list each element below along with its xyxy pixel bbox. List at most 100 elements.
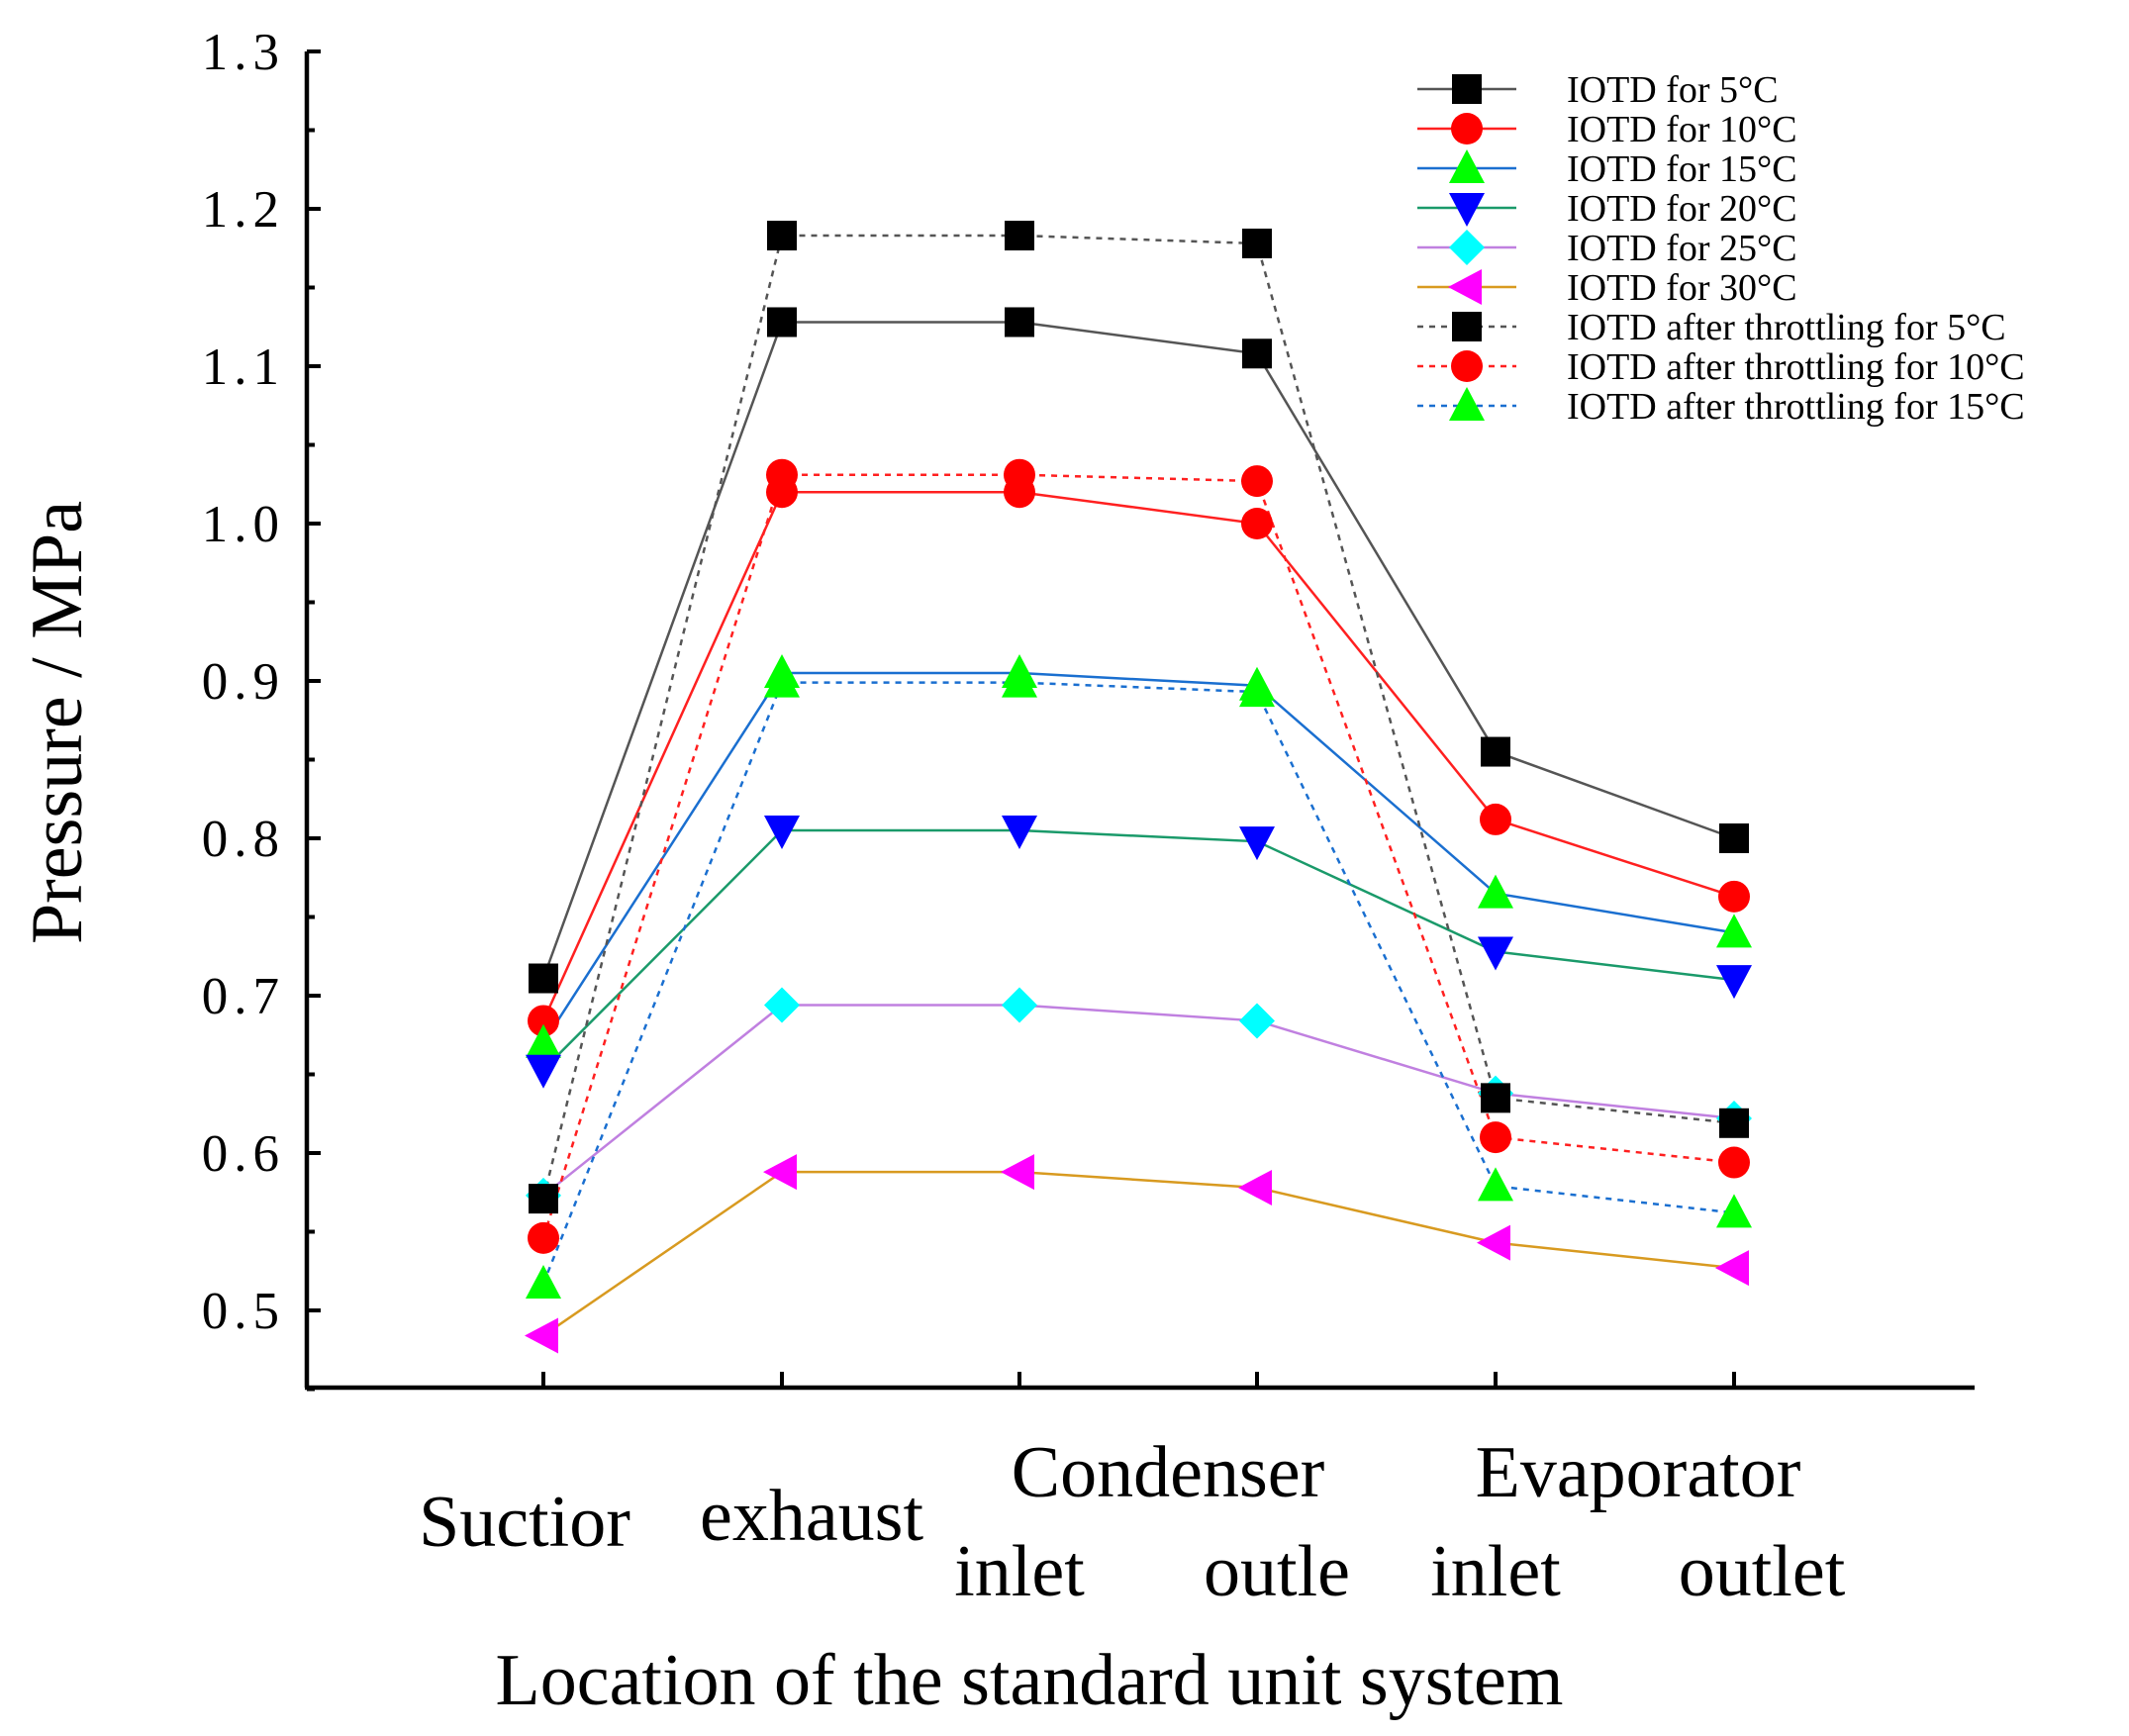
data-point <box>1719 1108 1749 1138</box>
series-line <box>541 490 1735 1021</box>
data-point <box>764 663 800 698</box>
data-point <box>528 1005 559 1037</box>
y-tick-label: 0.9 <box>202 653 285 711</box>
y-tick-label: 0.5 <box>202 1283 285 1340</box>
data-point <box>1241 508 1273 539</box>
data-point <box>526 1264 561 1299</box>
legend-marker <box>1448 269 1482 305</box>
legend-marker <box>1451 113 1483 145</box>
legend-label: IOTD after throttling for 15°C <box>1567 386 2025 428</box>
series-line <box>541 671 1735 1044</box>
legend-marker <box>1449 230 1485 265</box>
data-point <box>1477 1224 1510 1261</box>
x-axis-title: Location of the standard unit system <box>496 1640 1564 1721</box>
series-line <box>542 828 1735 1071</box>
data-point <box>525 1317 558 1354</box>
legend-marker <box>1451 350 1483 382</box>
data-point <box>1715 1250 1749 1287</box>
legend-item[interactable]: IOTD after throttling for 15°C <box>1417 386 2025 428</box>
legend-label: IOTD for 20°C <box>1567 188 1797 230</box>
data-point <box>1718 1146 1750 1179</box>
x-tick-label: Suctior <box>419 1482 630 1563</box>
series-line <box>541 473 1735 1239</box>
x-tick-label: exhaust <box>700 1476 923 1557</box>
x-tick-label: inlet <box>954 1531 1085 1612</box>
legend-label: IOTD for 30°C <box>1567 267 1797 309</box>
data-point <box>529 963 558 994</box>
y-tick-label: 1.1 <box>202 338 285 396</box>
y-tick-label: 0.6 <box>202 1125 285 1183</box>
data-point <box>1001 1154 1034 1191</box>
data-point <box>1238 1169 1272 1206</box>
x-tick-label: Condenser <box>1012 1432 1325 1513</box>
x-tick-label: Evaporator <box>1476 1432 1801 1513</box>
series-line <box>541 681 1735 1285</box>
data-point <box>1005 307 1034 338</box>
data-point <box>763 1154 797 1191</box>
data-point <box>1239 826 1275 861</box>
x-tick-label: inlet <box>1430 1531 1561 1612</box>
series-line <box>542 1170 1735 1337</box>
data-point <box>1004 458 1035 491</box>
data-point <box>767 307 797 338</box>
legend-label: IOTD after throttling for 10°C <box>1567 346 2025 388</box>
legend-item[interactable]: IOTD for 15°C <box>1417 148 1797 190</box>
data-point <box>526 1054 561 1089</box>
data-point <box>1005 221 1034 251</box>
legend-marker <box>1452 74 1482 104</box>
legend-item[interactable]: IOTD after throttling for 5°C <box>1417 307 2006 348</box>
data-point <box>1239 1003 1275 1039</box>
legend-item[interactable]: IOTD for 30°C <box>1417 267 1797 309</box>
data-point <box>1239 673 1275 708</box>
data-point <box>767 221 797 251</box>
data-point <box>1716 914 1752 948</box>
legend-label: IOTD for 15°C <box>1567 148 1797 190</box>
x-tick-label: outle <box>1204 1531 1350 1612</box>
data-point <box>1478 874 1513 909</box>
y-tick-label: 1.2 <box>202 181 285 239</box>
data-point <box>528 1221 559 1254</box>
legend-marker <box>1449 193 1485 227</box>
legend-item[interactable]: IOTD for 20°C <box>1417 188 1797 230</box>
legend-item[interactable]: IOTD for 25°C <box>1417 228 1797 269</box>
data-point <box>1716 1194 1752 1228</box>
data-point <box>1480 1121 1511 1154</box>
series-line <box>541 321 1735 979</box>
data-point <box>764 816 800 850</box>
data-point <box>529 1184 558 1214</box>
y-tick-label: 0.7 <box>202 968 285 1025</box>
data-point <box>1002 987 1037 1023</box>
axes: 0.5 0.6 0.7 0.8 0.9 1.0 1.1 1.2 1.3 Suctior exhaus… <box>202 24 1975 1612</box>
data-point <box>526 1023 561 1058</box>
legend-label: IOTD for 5°C <box>1567 69 1779 111</box>
data-point <box>1002 663 1037 698</box>
legend-item[interactable]: IOTD after throttling for 10°C <box>1417 346 2025 388</box>
series-lines <box>541 234 1735 1337</box>
y-tick-label: 1.3 <box>202 24 285 81</box>
data-point <box>1478 1167 1513 1202</box>
data-point <box>764 987 800 1023</box>
legend-item[interactable]: IOTD for 10°C <box>1417 109 1797 150</box>
x-tick-label: outlet <box>1679 1531 1846 1612</box>
y-tick-label: 0.8 <box>202 811 285 868</box>
data-point <box>1716 965 1752 1000</box>
data-point <box>1002 816 1037 850</box>
y-tick-label: 1.0 <box>202 496 285 553</box>
legend-label: IOTD for 10°C <box>1567 109 1797 150</box>
data-point <box>1481 736 1510 767</box>
data-point <box>1481 1083 1510 1113</box>
data-point <box>1480 803 1511 835</box>
legend-marker <box>1449 149 1485 183</box>
legend-label: IOTD after throttling for 5°C <box>1567 307 2006 348</box>
legend-marker <box>1449 387 1485 421</box>
data-point <box>1719 823 1749 853</box>
legend-marker <box>1452 312 1482 341</box>
data-point <box>1478 936 1513 971</box>
legend-item[interactable]: IOTD for 5°C <box>1417 69 1779 111</box>
series-line <box>542 1004 1735 1197</box>
y-axis-title: Pressure / MPa <box>17 501 98 944</box>
data-point <box>766 458 798 491</box>
data-point <box>1718 880 1750 913</box>
